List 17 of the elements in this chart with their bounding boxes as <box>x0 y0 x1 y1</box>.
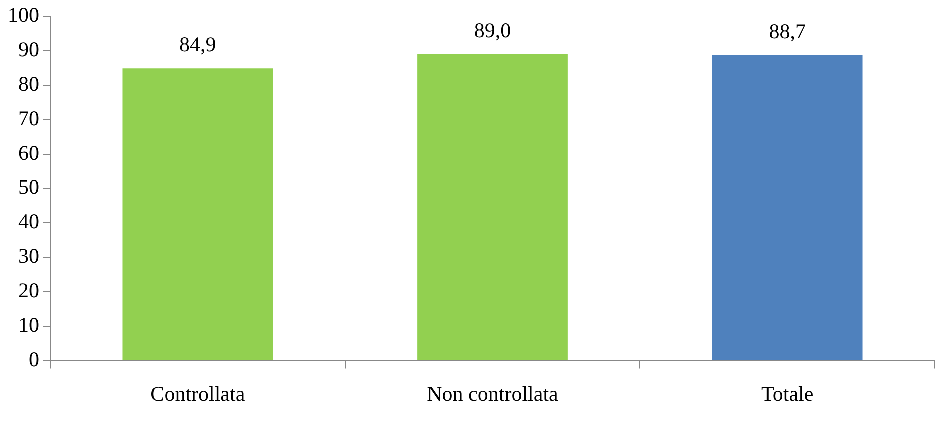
y-tick-label: 10 <box>18 312 40 337</box>
y-tick-label: 40 <box>18 210 40 234</box>
data-label: 84,9 <box>180 32 216 57</box>
y-tick-label: 100 <box>8 3 40 28</box>
y-tick-label: 20 <box>18 278 40 302</box>
data-label: 89,0 <box>474 18 512 42</box>
y-tick-label: 0 <box>29 347 40 372</box>
x-tick-label: Totale <box>761 382 814 406</box>
y-tick-label: 70 <box>18 106 40 130</box>
y-tick-label: 30 <box>18 244 40 268</box>
y-tick-label: 80 <box>18 72 40 96</box>
data-label: 88,7 <box>769 20 806 44</box>
y-tick-label: 50 <box>18 175 40 200</box>
x-tick-label: Non controllata <box>427 382 560 406</box>
x-tick-label: Controllata <box>150 382 246 406</box>
y-tick-label: 90 <box>18 38 40 62</box>
y-tick-label: 60 <box>18 140 40 165</box>
